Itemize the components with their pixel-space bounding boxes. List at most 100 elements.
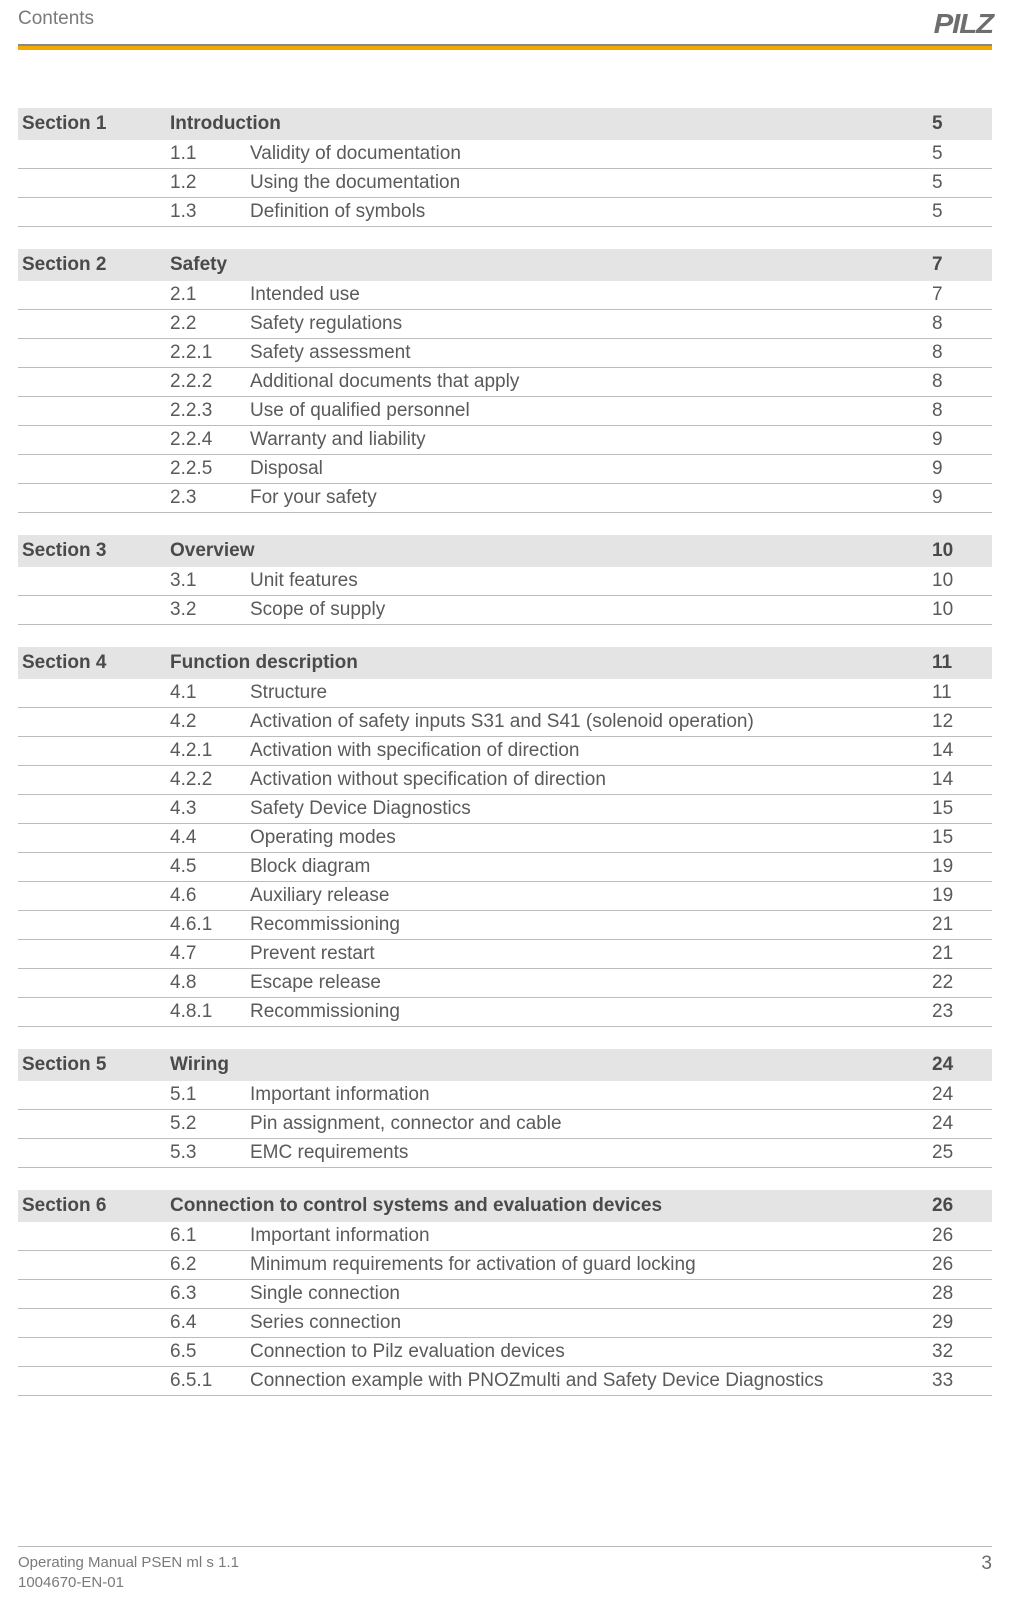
toc-entry-page: 29 <box>932 1312 992 1334</box>
toc-entry-title: Scope of supply <box>250 599 932 621</box>
toc-entry-spacer <box>18 914 170 936</box>
toc-entry-page: 33 <box>932 1370 992 1392</box>
toc-entry-page: 26 <box>932 1225 992 1247</box>
toc-entry-number: 4.3 <box>170 798 250 820</box>
toc-entry-number: 5.1 <box>170 1084 250 1106</box>
toc-entry-title: Intended use <box>250 284 932 306</box>
toc-entry-spacer <box>18 1084 170 1106</box>
toc-entry-number: 2.2.5 <box>170 458 250 480</box>
toc-entry: 4.2.2Activation without specification of… <box>18 766 992 795</box>
toc-section-header: Section 6Connection to control systems a… <box>18 1190 992 1222</box>
toc-entry-title: Additional documents that apply <box>250 371 932 393</box>
toc-entry-title: EMC requirements <box>250 1142 932 1164</box>
toc-entry-page: 24 <box>932 1084 992 1106</box>
toc-entry-number: 4.2 <box>170 711 250 733</box>
table-of-contents: Section 1Introduction51.1Validity of doc… <box>0 50 1010 1396</box>
toc-entry-spacer <box>18 769 170 791</box>
toc-entry-number: 2.2.3 <box>170 400 250 422</box>
toc-entry-number: 4.6 <box>170 885 250 907</box>
toc-entry-title: Operating modes <box>250 827 932 849</box>
toc-entry-title: For your safety <box>250 487 932 509</box>
toc-entry-title: Connection to Pilz evaluation devices <box>250 1341 932 1363</box>
toc-entry: 2.3For your safety9 <box>18 484 992 513</box>
toc-entry-title: Activation without specification of dire… <box>250 769 932 791</box>
toc-section-page: 5 <box>932 113 992 135</box>
toc-entry: 6.1Important information26 <box>18 1222 992 1251</box>
toc-entry-spacer <box>18 856 170 878</box>
toc-entry-spacer <box>18 342 170 364</box>
toc-entry-title: Definition of symbols <box>250 201 932 223</box>
footer-doc-title: Operating Manual PSEN ml s 1.1 <box>18 1553 239 1573</box>
toc-entry-page: 8 <box>932 342 992 364</box>
toc-entry-spacer <box>18 827 170 849</box>
toc-entry-number: 5.2 <box>170 1113 250 1135</box>
toc-entry-title: Series connection <box>250 1312 932 1334</box>
toc-entry-page: 8 <box>932 371 992 393</box>
toc-section: Section 6Connection to control systems a… <box>18 1190 992 1396</box>
toc-entry-spacer <box>18 1254 170 1276</box>
footer-page-number: 3 <box>981 1553 992 1575</box>
toc-section-title: Function description <box>170 652 932 674</box>
toc-section-title: Connection to control systems and evalua… <box>170 1195 932 1217</box>
toc-entry-number: 4.5 <box>170 856 250 878</box>
toc-entry-spacer <box>18 798 170 820</box>
toc-entry-spacer <box>18 1312 170 1334</box>
toc-entry-number: 2.2 <box>170 313 250 335</box>
toc-entry-title: Use of qualified personnel <box>250 400 932 422</box>
toc-entry: 3.1Unit features10 <box>18 567 992 596</box>
toc-entry: 4.7Prevent restart21 <box>18 940 992 969</box>
toc-section-header: Section 4Function description11 <box>18 647 992 679</box>
toc-entry: 2.2.5Disposal9 <box>18 455 992 484</box>
toc-section-page: 26 <box>932 1195 992 1217</box>
toc-entry-page: 24 <box>932 1113 992 1135</box>
toc-entry-page: 14 <box>932 769 992 791</box>
toc-entry-title: Recommissioning <box>250 914 932 936</box>
toc-entry: 6.5.1Connection example with PNOZmulti a… <box>18 1367 992 1396</box>
toc-entry: 4.8.1Recommissioning23 <box>18 998 992 1027</box>
toc-section-page: 11 <box>932 652 992 674</box>
toc-entry-number: 5.3 <box>170 1142 250 1164</box>
toc-entry-page: 22 <box>932 972 992 994</box>
toc-entry-number: 6.5 <box>170 1341 250 1363</box>
toc-entry-spacer <box>18 1113 170 1135</box>
brand-logo: PILZ <box>934 8 994 40</box>
toc-entry-number: 6.2 <box>170 1254 250 1276</box>
toc-entry-page: 15 <box>932 798 992 820</box>
toc-entry-spacer <box>18 487 170 509</box>
toc-entry-spacer <box>18 400 170 422</box>
toc-entry-spacer <box>18 458 170 480</box>
toc-entry-page: 21 <box>932 914 992 936</box>
toc-entry-spacer <box>18 740 170 762</box>
toc-entry: 4.5Block diagram19 <box>18 853 992 882</box>
toc-entry-title: Safety Device Diagnostics <box>250 798 932 820</box>
toc-entry-number: 4.8.1 <box>170 1001 250 1023</box>
toc-entry: 2.2.4Warranty and liability9 <box>18 426 992 455</box>
toc-entry-spacer <box>18 284 170 306</box>
toc-section-title: Overview <box>170 540 932 562</box>
footer-doc-id: 1004670-EN-01 <box>18 1573 239 1593</box>
toc-entry: 4.1Structure11 <box>18 679 992 708</box>
toc-entry-title: Single connection <box>250 1283 932 1305</box>
toc-entry-title: Disposal <box>250 458 932 480</box>
toc-section-header: Section 5Wiring24 <box>18 1049 992 1081</box>
toc-entry-page: 8 <box>932 313 992 335</box>
toc-entry-page: 19 <box>932 885 992 907</box>
toc-entry: 5.2Pin assignment, connector and cable24 <box>18 1110 992 1139</box>
toc-section-label: Section 5 <box>18 1054 170 1076</box>
toc-entry-title: Validity of documentation <box>250 143 932 165</box>
toc-entry-title: Prevent restart <box>250 943 932 965</box>
toc-entry-spacer <box>18 711 170 733</box>
toc-entry-page: 9 <box>932 458 992 480</box>
toc-entry-title: Using the documentation <box>250 172 932 194</box>
toc-entry: 2.2.2Additional documents that apply8 <box>18 368 992 397</box>
toc-entry-spacer <box>18 1370 170 1392</box>
footer-doc-info: Operating Manual PSEN ml s 1.1 1004670-E… <box>18 1553 239 1594</box>
toc-section-label: Section 4 <box>18 652 170 674</box>
toc-entry-title: Important information <box>250 1225 932 1247</box>
toc-entry-number: 4.1 <box>170 682 250 704</box>
toc-section-label: Section 1 <box>18 113 170 135</box>
toc-entry-number: 4.2.2 <box>170 769 250 791</box>
toc-entry-spacer <box>18 201 170 223</box>
toc-entry-title: Recommissioning <box>250 1001 932 1023</box>
toc-entry: 4.2Activation of safety inputs S31 and S… <box>18 708 992 737</box>
